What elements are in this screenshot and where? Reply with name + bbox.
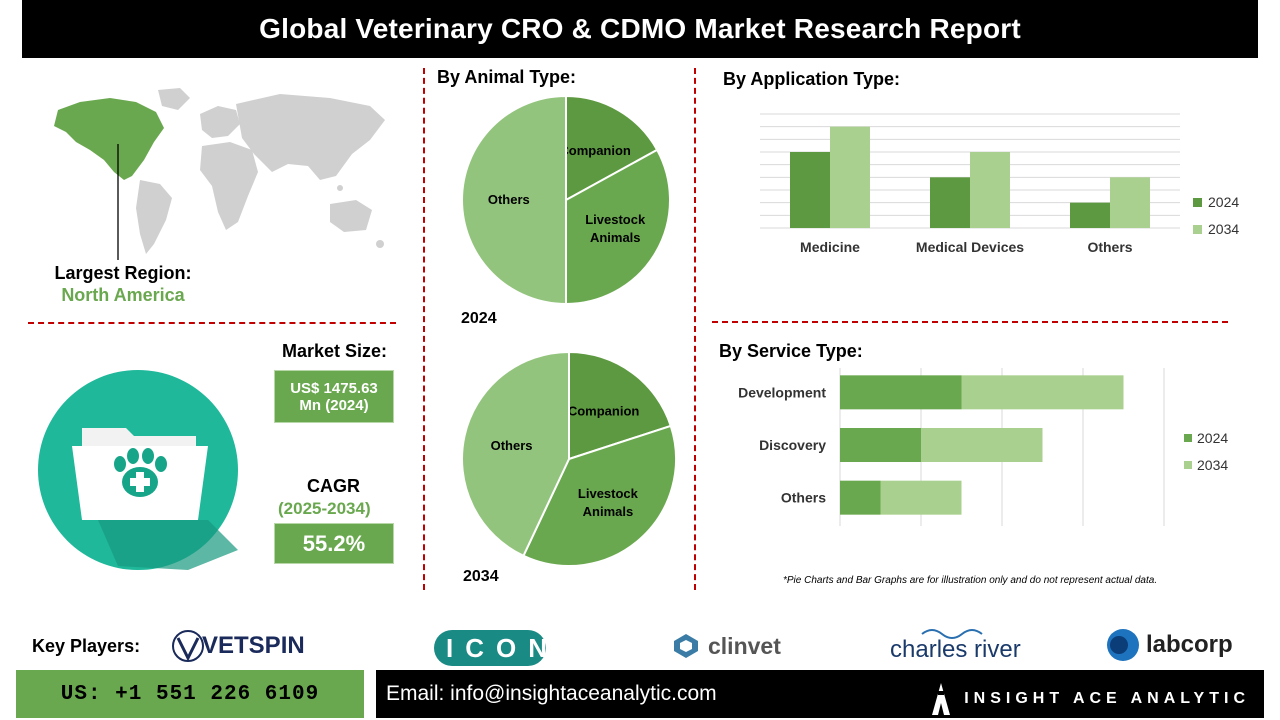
market-size-label: Market Size: — [282, 341, 388, 361]
pie-slice-others — [461, 350, 570, 558]
pie-label: Companion — [559, 143, 631, 158]
bar-2024-discovery — [840, 428, 921, 462]
north-america-shape — [54, 98, 164, 180]
pie-label: Others — [491, 438, 533, 453]
animal-type-title: By Animal Type: — [437, 67, 577, 87]
market-size-value: US$ 1475.63 Mn (2024) — [274, 370, 394, 423]
pie-chart-2024: Companion Livestock Animals Others — [461, 94, 671, 306]
pie-slice-companion — [568, 350, 673, 461]
app-legend-2024: 2024 — [1193, 194, 1239, 210]
pie-slice-companion — [565, 94, 659, 202]
pie-2034-year: 2034 — [463, 568, 499, 585]
y-tick-label: Others — [781, 490, 826, 506]
vet-folder-icon — [38, 370, 238, 570]
pie-label: Livestock Animals — [585, 212, 646, 245]
labcorp-logo-text: labcorp — [1146, 631, 1233, 658]
x-tick-label: Others — [1087, 239, 1132, 255]
footer-brand-text: INSIGHT ACE ANALYTIC — [964, 690, 1250, 707]
legend-text: 2024 — [1208, 194, 1240, 210]
app-legend-2034: 2034 — [1193, 221, 1239, 237]
divider-right — [694, 68, 696, 590]
labcorp-logo: labcorp — [1106, 628, 1233, 662]
largest-region-value: North America — [61, 285, 185, 305]
bar-2034-medical-devices — [970, 152, 1010, 228]
page-title: Global Veterinary CRO & CDMO Market Rese… — [22, 0, 1258, 58]
vetspin-logo: VETSPIN — [170, 628, 305, 664]
footer-phone: US: +1 551 226 6109 — [16, 670, 364, 718]
bar-2034-development — [961, 375, 1124, 410]
pie-slice-others — [461, 94, 567, 306]
labcorp-logo-mark — [1107, 629, 1139, 661]
divider-region — [28, 322, 396, 324]
x-tick-label: Medical Devices — [916, 239, 1024, 255]
x-tick-label: Medicine — [800, 239, 860, 255]
pie-2024-year: 2024 — [461, 310, 497, 327]
legend-swatch-2024 — [1184, 434, 1192, 442]
service-type-title: By Service Type: — [719, 341, 863, 361]
cagr-label: CAGR — [307, 476, 360, 496]
icon-logo-text: ICON — [434, 630, 547, 666]
pie-slice-livestock-animals — [522, 424, 677, 567]
bar-2024-medicine — [790, 152, 830, 228]
market-size-line2: Mn (2024) — [299, 396, 369, 414]
legend-swatch — [1193, 197, 1202, 207]
charles-river-logo-text: charles river — [890, 636, 1021, 663]
bar-2024-others — [1070, 202, 1110, 228]
charles-river-logo: charles river — [890, 626, 1021, 664]
pie-slice-livestock-animals — [565, 148, 671, 306]
cagr-value: 55.2% — [274, 523, 394, 564]
clinvet-logo: clinvet — [672, 632, 781, 660]
illustration-note: *Pie Charts and Bar Graphs are for illus… — [783, 575, 1158, 586]
divider-left — [423, 68, 425, 590]
application-type-title: By Application Type: — [723, 69, 901, 89]
y-tick-label: Development — [738, 384, 826, 400]
cagr-period: (2025-2034) — [278, 499, 371, 518]
market-size-line1: US$ 1475.63 — [290, 379, 378, 397]
legend-text: 2034 — [1208, 221, 1240, 237]
pie-chart-2034: Companion Livestock Animals Others — [461, 350, 677, 567]
key-players-label: Key Players: — [32, 636, 141, 656]
bar-2024-development — [840, 375, 962, 410]
legend-swatch-2034 — [1184, 461, 1192, 469]
vetspin-logo-mark — [172, 630, 204, 662]
application-bar-chart: Medicine Medical Devices Others — [760, 113, 1180, 255]
bar-2024-others — [840, 480, 881, 515]
pie-label: Others — [488, 192, 530, 207]
clinvet-logo-text: clinvet — [708, 632, 781, 659]
bar-2034-medicine — [830, 126, 870, 228]
bar-2034-discovery — [921, 428, 1043, 462]
vetspin-logo-text: VETSPIN — [202, 632, 305, 659]
insight-ace-icon — [932, 683, 951, 715]
footer-brand: INSIGHT ACE ANALYTIC — [932, 683, 1250, 715]
bar-2034-others — [880, 480, 962, 515]
bar-2024-medical-devices — [930, 177, 970, 228]
legend-swatch — [1193, 224, 1202, 234]
y-tick-label: Discovery — [759, 437, 826, 453]
legend-text: 2024 — [1197, 430, 1228, 446]
world-map — [54, 88, 385, 260]
bar-2034-others — [1110, 177, 1150, 228]
legend-text: 2034 — [1197, 457, 1228, 473]
pie-label: Livestock Animals — [578, 486, 639, 519]
clinvet-logo-mark — [674, 634, 698, 658]
pie-label: Companion — [568, 403, 640, 418]
largest-region-label: Largest Region: — [54, 263, 192, 283]
charles-river-logo-mark — [921, 629, 983, 639]
footer-email: Email: info@insightaceanalytic.com — [376, 670, 1264, 718]
service-bar-chart: Development Discovery Others 2024 2034 — [738, 368, 1228, 526]
divider-charts — [712, 321, 1228, 323]
icon-logo: ICON — [434, 630, 547, 666]
